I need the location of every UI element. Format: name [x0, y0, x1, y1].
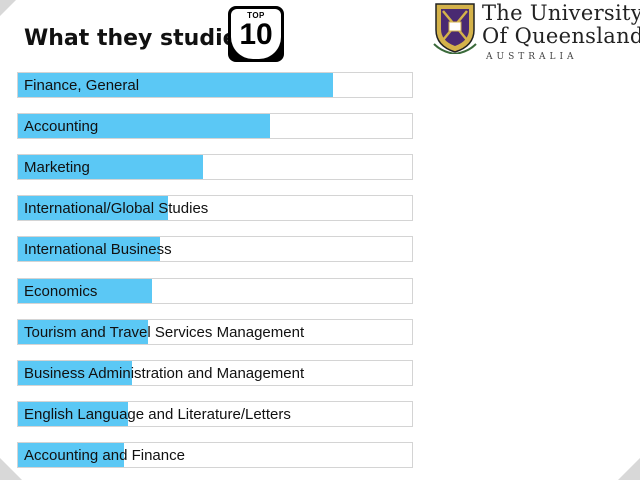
logo-line-1: The University [482, 1, 640, 25]
bar [18, 360, 133, 385]
bar-row: Finance, General [17, 72, 413, 98]
bar-row: English Language and Literature/Letters [17, 400, 413, 427]
bar-row: Economics [17, 277, 413, 304]
bar-label: Accounting [24, 118, 99, 136]
bar-label: International Business [24, 241, 172, 259]
corner-decoration-bottom-right [618, 458, 640, 480]
university-crest-icon [433, 3, 477, 54]
bar-label: Marketing [24, 159, 90, 177]
bar-label: English Language and Literature/Letters [24, 405, 291, 423]
bar-row: International/Global Studies [17, 195, 413, 222]
bar [18, 237, 160, 262]
bar-row: Accounting [17, 113, 413, 140]
top-10-badge-icon: TOP 10 [228, 6, 284, 62]
bar-row: Business Administration and Management [17, 359, 413, 386]
university-logo: The University Of Queensland AUSTRALIA [428, 0, 640, 68]
bar [18, 319, 149, 344]
bar-label: International/Global Studies [24, 200, 209, 218]
bar [18, 442, 125, 467]
bar-label: Economics [24, 282, 98, 300]
bar-row: International Business [17, 236, 413, 263]
corner-decoration-top-left [0, 0, 16, 16]
logo-line-2: Of Queensland [482, 24, 640, 48]
bar-label: Business Administration and Management [24, 364, 305, 382]
badge-top-text: TOP [247, 11, 265, 20]
bar-row: Accounting and Finance [17, 441, 413, 468]
corner-decoration-bottom-left [0, 458, 22, 480]
bar-label: Finance, General [24, 77, 140, 94]
page-title: What they studied [24, 26, 254, 51]
bar-row: Marketing [17, 154, 413, 181]
bar [18, 155, 204, 180]
bar [18, 114, 271, 139]
bar [18, 401, 129, 426]
bar-row: Tourism and Travel Services Management [17, 318, 413, 345]
logo-country: AUSTRALIA [486, 52, 578, 62]
bar-label: Tourism and Travel Services Management [24, 323, 305, 341]
badge-number: 10 [239, 18, 273, 51]
bar [18, 278, 152, 303]
bar [18, 73, 334, 97]
bar-label: Accounting and Finance [24, 446, 185, 464]
bar [18, 196, 168, 221]
